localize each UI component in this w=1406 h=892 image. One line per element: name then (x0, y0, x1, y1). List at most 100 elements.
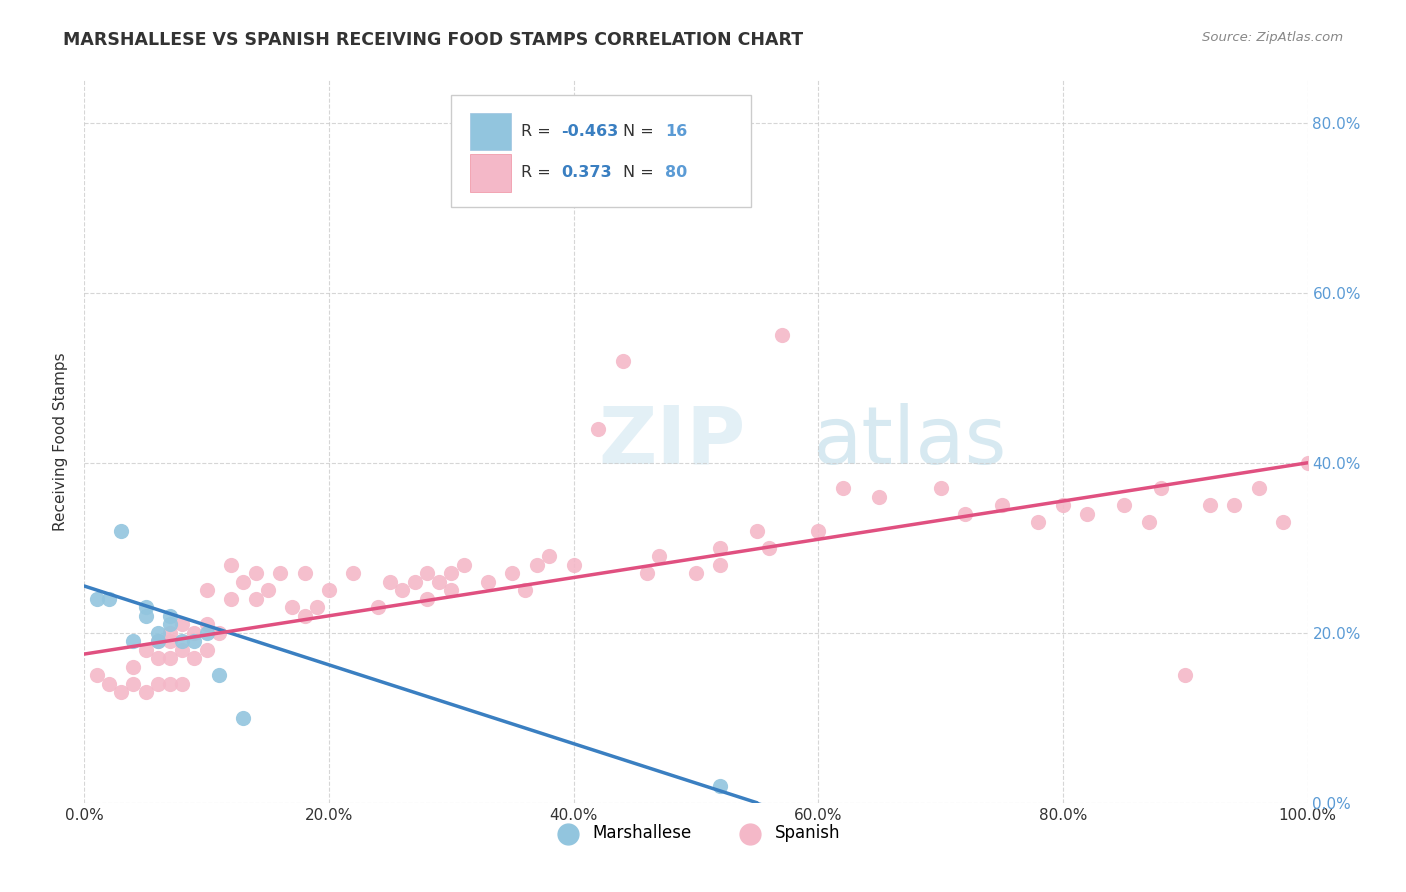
Point (416, 566, 439, 581)
Point (86, 668, 108, 682)
Point (245, 591, 267, 606)
Point (159, 677, 181, 691)
Point (195, 583, 218, 598)
Point (1052, 498, 1074, 512)
FancyBboxPatch shape (470, 154, 512, 192)
Text: atlas: atlas (813, 402, 1007, 481)
Point (97, 591, 120, 606)
Point (159, 617, 181, 632)
Point (135, 600, 157, 615)
Point (586, 422, 609, 436)
Point (208, 668, 231, 682)
Point (953, 507, 976, 521)
Point (1076, 507, 1098, 521)
Point (183, 651, 205, 665)
Point (1028, 516, 1050, 530)
Point (1198, 498, 1220, 512)
Point (929, 481, 952, 495)
Point (294, 608, 316, 623)
Point (562, 558, 585, 572)
Point (636, 566, 658, 581)
Point (747, 524, 769, 538)
Point (1174, 668, 1197, 682)
Point (318, 583, 340, 598)
Point (427, 574, 450, 589)
Text: R =: R = (522, 165, 561, 180)
Point (831, 481, 853, 495)
Point (709, 558, 731, 572)
Legend: Marshallese, Spanish: Marshallese, Spanish (544, 817, 848, 848)
Point (502, 566, 524, 581)
Text: 80: 80 (665, 165, 688, 180)
Point (269, 566, 291, 581)
Point (440, 583, 463, 598)
Point (110, 685, 132, 699)
Point (159, 608, 181, 623)
Point (440, 566, 463, 581)
Point (135, 685, 157, 699)
Point (219, 591, 242, 606)
Point (146, 651, 169, 665)
Text: 0.373: 0.373 (561, 165, 612, 180)
Point (122, 634, 145, 648)
Point (146, 634, 169, 648)
Point (159, 634, 181, 648)
Point (342, 566, 364, 581)
FancyBboxPatch shape (470, 112, 512, 151)
Point (305, 600, 328, 615)
Point (1137, 516, 1160, 530)
Point (122, 677, 145, 691)
Text: 16: 16 (665, 124, 688, 139)
Point (172, 642, 194, 657)
Point (195, 617, 218, 632)
Point (208, 625, 231, 640)
Point (869, 490, 891, 504)
Point (110, 524, 132, 538)
Point (612, 353, 634, 368)
Point (245, 566, 267, 581)
Point (86, 591, 108, 606)
Point (219, 558, 242, 572)
Point (195, 642, 218, 657)
Point (172, 634, 194, 648)
Text: N =: N = (623, 165, 658, 180)
Point (183, 634, 205, 648)
Point (146, 625, 169, 640)
Point (526, 558, 548, 572)
Y-axis label: Receiving Food Stamps: Receiving Food Stamps (53, 352, 69, 531)
Point (685, 566, 707, 581)
Point (709, 779, 731, 793)
Point (232, 711, 254, 725)
Point (391, 583, 413, 598)
Point (404, 574, 426, 589)
FancyBboxPatch shape (451, 95, 751, 207)
Point (380, 574, 402, 589)
Point (477, 574, 499, 589)
Text: Source: ZipAtlas.com: Source: ZipAtlas.com (1202, 31, 1343, 45)
Point (648, 549, 671, 564)
Point (146, 634, 169, 648)
Text: -0.463: -0.463 (561, 124, 619, 139)
Point (232, 574, 254, 589)
Point (1296, 456, 1319, 470)
Text: N =: N = (623, 124, 658, 139)
Point (807, 524, 830, 538)
Point (159, 651, 181, 665)
Point (294, 566, 316, 581)
Point (513, 583, 536, 598)
Point (1223, 498, 1246, 512)
Point (758, 541, 780, 555)
Point (367, 600, 389, 615)
Point (195, 625, 218, 640)
Point (453, 558, 475, 572)
Text: MARSHALLESE VS SPANISH RECEIVING FOOD STAMPS CORRELATION CHART: MARSHALLESE VS SPANISH RECEIVING FOOD ST… (63, 31, 803, 49)
Point (1272, 516, 1295, 530)
Point (709, 541, 731, 555)
Point (1150, 481, 1173, 495)
Point (122, 660, 145, 674)
Point (770, 328, 793, 343)
Point (416, 591, 439, 606)
Point (97, 677, 120, 691)
Point (172, 677, 194, 691)
Text: ZIP: ZIP (598, 402, 745, 481)
